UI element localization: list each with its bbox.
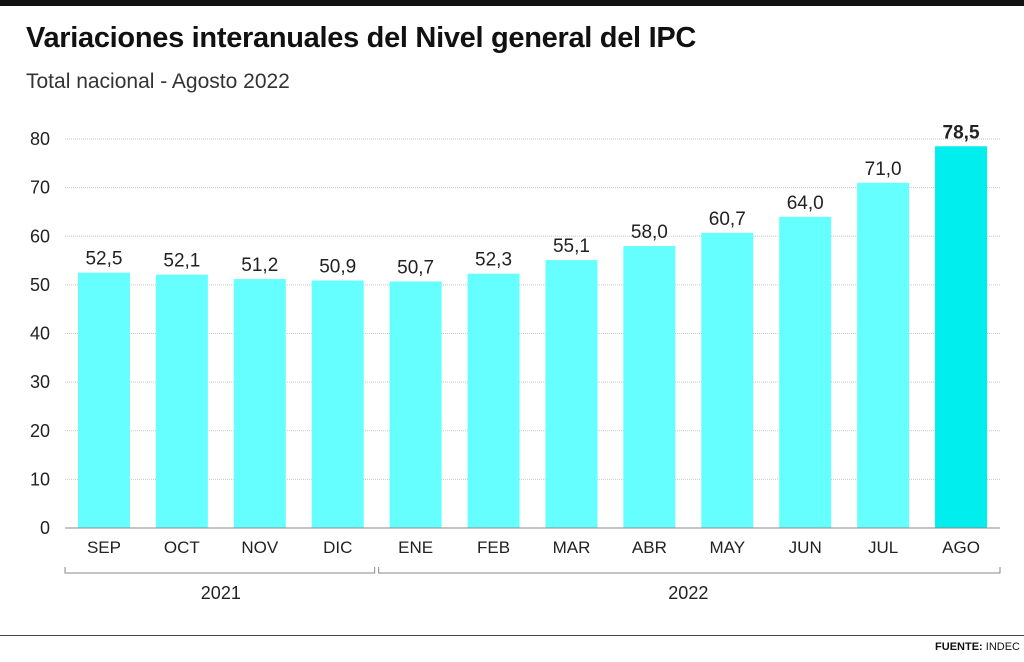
year-bracket (64, 567, 376, 574)
bar (233, 279, 286, 528)
bar-value-label: 50,7 (397, 257, 434, 278)
bar (935, 146, 988, 528)
bar-value-label: 50,9 (319, 256, 356, 277)
y-tick-label: 20 (30, 421, 50, 441)
bar-value-label: 52,1 (163, 251, 200, 272)
y-tick-label: 60 (30, 226, 50, 246)
bar-value-label: 52,5 (85, 249, 122, 270)
bar-value-label: 60,7 (709, 209, 746, 230)
bar (545, 260, 598, 528)
top-rule (0, 0, 1024, 6)
bar-value-label: 51,2 (241, 255, 278, 276)
bar (389, 281, 442, 528)
bar (779, 216, 832, 529)
bar-value-label: 71,0 (865, 159, 902, 180)
x-tick-label: ENE (398, 538, 433, 557)
x-tick-label: JUL (868, 538, 898, 557)
bar-value-label: 52,3 (475, 250, 512, 271)
x-tick-label: DIC (323, 538, 352, 557)
year-label: 2021 (201, 583, 241, 603)
x-tick-label: MAY (710, 538, 746, 557)
bar-value-label: 78,5 (943, 122, 980, 143)
x-tick-label: JUN (789, 538, 822, 557)
bar (857, 182, 910, 528)
chart-title: Variaciones interanuales del Nivel gener… (26, 22, 697, 54)
x-tick-label: OCT (164, 538, 200, 557)
year-bracket (378, 567, 1001, 574)
bar (701, 232, 754, 528)
x-tick-label: SEP (87, 538, 121, 557)
source-label: FUENTE: (935, 641, 983, 653)
bar (467, 273, 520, 528)
bar (155, 274, 208, 528)
y-tick-label: 50 (30, 275, 50, 295)
year-label: 2022 (668, 583, 708, 603)
chart-subtitle: Total nacional - Agosto 2022 (26, 70, 290, 93)
y-tick-label: 30 (30, 372, 50, 392)
x-tick-label: MAR (553, 538, 591, 557)
bar (623, 245, 676, 528)
x-tick-label: AGO (942, 538, 980, 557)
bar (311, 280, 364, 528)
bar-value-label: 55,1 (553, 236, 590, 257)
x-tick-label: ABR (632, 538, 667, 557)
bottom-rule (0, 635, 1024, 636)
x-tick-label: NOV (241, 538, 279, 557)
y-tick-label: 10 (30, 469, 50, 489)
y-tick-label: 40 (30, 324, 50, 344)
y-tick-label: 80 (30, 129, 50, 149)
x-tick-label: FEB (477, 538, 510, 557)
y-tick-label: 70 (30, 178, 50, 198)
bar-value-label: 64,0 (787, 193, 824, 214)
bar (77, 272, 130, 528)
bar-value-label: 58,0 (631, 222, 668, 243)
source-value: INDEC (985, 641, 1020, 653)
source-note: FUENTE: INDEC (935, 641, 1020, 653)
y-tick-label: 0 (40, 518, 50, 538)
